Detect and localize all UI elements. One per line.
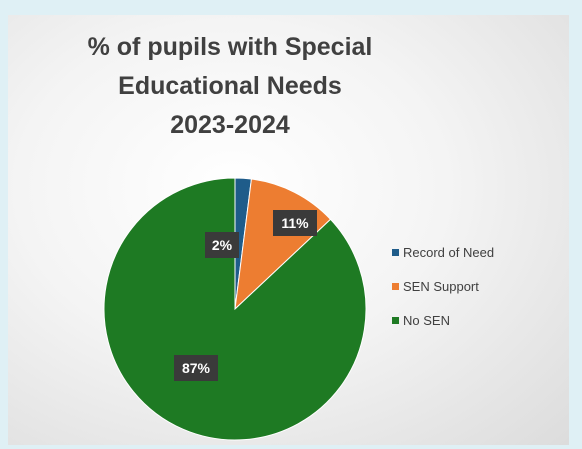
data-label: 87% <box>174 355 218 381</box>
legend-swatch <box>392 248 399 256</box>
legend-label: Record of Need <box>403 244 495 260</box>
legend-item-sen-support: SEN Support <box>392 277 494 295</box>
data-label: 2% <box>205 232 239 258</box>
data-label-box <box>273 210 317 236</box>
legend: Record of Need SEN Support No SEN <box>392 243 494 345</box>
data-label-box <box>205 232 239 258</box>
chart-title-line-3: 2023-2024 <box>170 111 290 139</box>
data-label-text: 2% <box>212 237 233 253</box>
legend-label: SEN Support <box>403 278 479 294</box>
legend-item-no-sen: No SEN <box>392 311 494 329</box>
chart-title-line-1: % of pupils with Special <box>87 33 373 61</box>
chart-title: % of pupils with Special Educational Nee… <box>30 28 430 145</box>
pie-slice-no-sen <box>103 177 367 441</box>
pie-chart: 2% 11% 87% <box>103 177 367 441</box>
data-label-text: 11% <box>281 215 309 231</box>
data-label-box <box>174 355 218 381</box>
data-label-text: 87% <box>182 360 211 376</box>
chart-title-line-2: Educational Needs <box>118 72 342 100</box>
legend-swatch <box>392 316 399 324</box>
data-label: 11% <box>273 210 317 236</box>
chart-panel: % of pupils with Special Educational Nee… <box>8 15 569 445</box>
legend-item-record-of-need: Record of Need <box>392 243 494 261</box>
legend-label: No SEN <box>403 312 450 328</box>
legend-swatch <box>392 282 399 290</box>
